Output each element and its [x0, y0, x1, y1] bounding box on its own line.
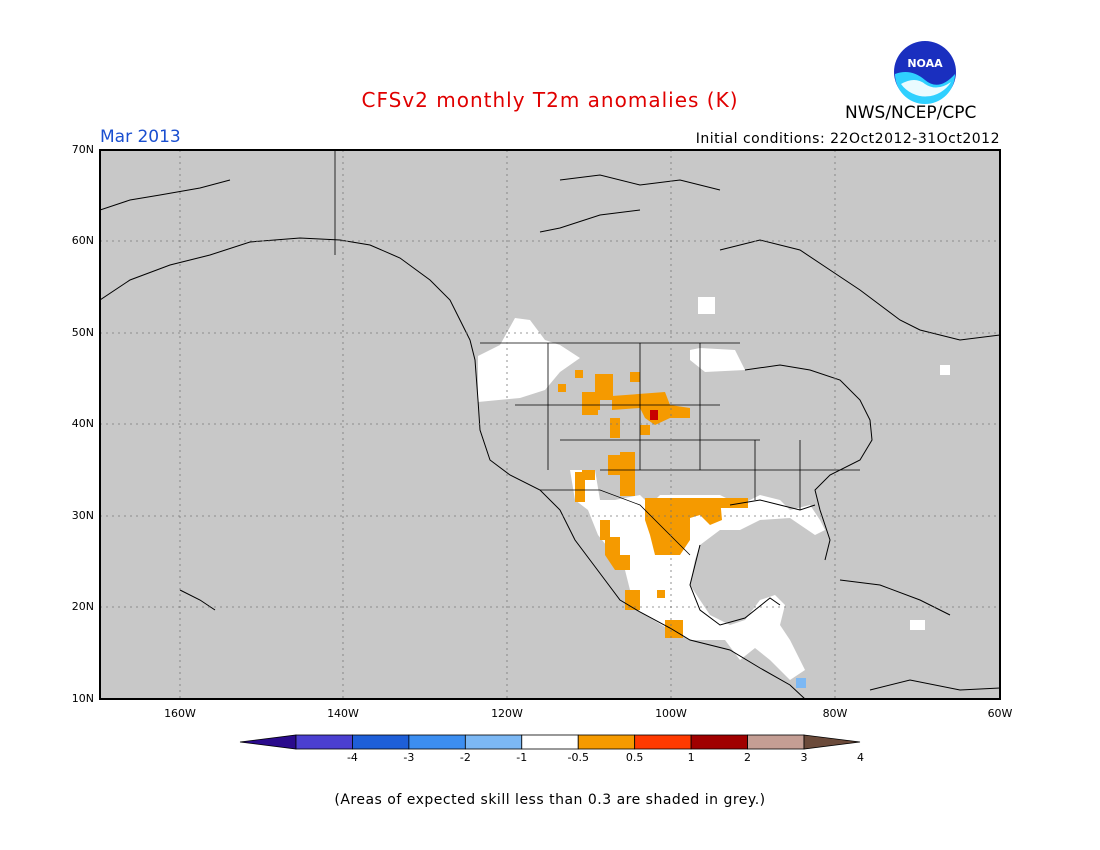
lat-label-10n: 10N: [71, 692, 94, 705]
colorbar-segment: [634, 734, 692, 750]
colorbar-segment: [408, 734, 466, 750]
political-borders: [334, 150, 860, 556]
cool-anomaly-cell: [796, 678, 806, 688]
lon-label-80w: 80W: [822, 707, 848, 720]
colorbar-tick-label: -4: [346, 751, 358, 764]
lat-label-60n: 60N: [71, 234, 94, 247]
noaa-logo: NOAA: [894, 41, 956, 104]
lon-label-140w: 140W: [327, 707, 359, 720]
neutral-anomaly-areas: [478, 297, 950, 680]
colorbar-tick-label: 3: [800, 751, 808, 764]
skill-footnote: (Areas of expected skill less than 0.3 a…: [334, 792, 766, 808]
forecast-month: Mar 2013: [100, 127, 181, 147]
colorbar-tick-label: 4: [856, 751, 864, 764]
colorbar-segment: [352, 734, 410, 750]
lat-label-40n: 40N: [71, 417, 94, 430]
colorbar-segment: [690, 734, 748, 750]
lat-label-30n: 30N: [71, 509, 94, 522]
colorbar-segment: [521, 734, 579, 750]
colorbar-tick-label: -1: [516, 751, 528, 764]
colorbar-segment: [295, 734, 353, 750]
noaa-logo-text: NOAA: [907, 57, 943, 70]
warm-anomaly-areas: [558, 370, 748, 638]
colorbar-arrow-max: [803, 734, 861, 750]
map-title: CFSv2 monthly T2m anomalies (K): [361, 88, 739, 112]
lat-label-50n: 50N: [71, 326, 94, 339]
agency-label: NWS/NCEP/CPC: [845, 103, 977, 123]
graticule: [100, 150, 1000, 699]
initial-conditions: Initial conditions: 22Oct2012-31Oct2012: [695, 131, 1000, 147]
lon-label-100w: 100W: [655, 707, 687, 720]
coastlines: [100, 174, 1000, 699]
lon-label-60w: 60W: [987, 707, 1013, 720]
hot-anomaly-cell: [650, 410, 658, 420]
lat-label-20n: 20N: [71, 600, 94, 613]
map-background: [100, 150, 1000, 699]
colorbar-arrow-min: [239, 734, 297, 750]
colorbar-tick-label: 1: [687, 751, 695, 764]
lon-label-160w: 160W: [164, 707, 196, 720]
map-frame: [99, 149, 1001, 700]
lat-label-70n: 70N: [71, 143, 94, 156]
colorbar-tick-label: 0.5: [625, 751, 644, 764]
colorbar-tick-label: -3: [403, 751, 415, 764]
colorbar-segment: [577, 734, 636, 750]
colorbar-segment: [464, 734, 523, 750]
colorbar-tick-label: -2: [459, 751, 471, 764]
colorbar-tick-label: 2: [744, 751, 752, 764]
colorbar-tick-label: -0.5: [567, 751, 589, 764]
lon-label-120w: 120W: [491, 707, 523, 720]
colorbar-segment: [747, 734, 805, 750]
